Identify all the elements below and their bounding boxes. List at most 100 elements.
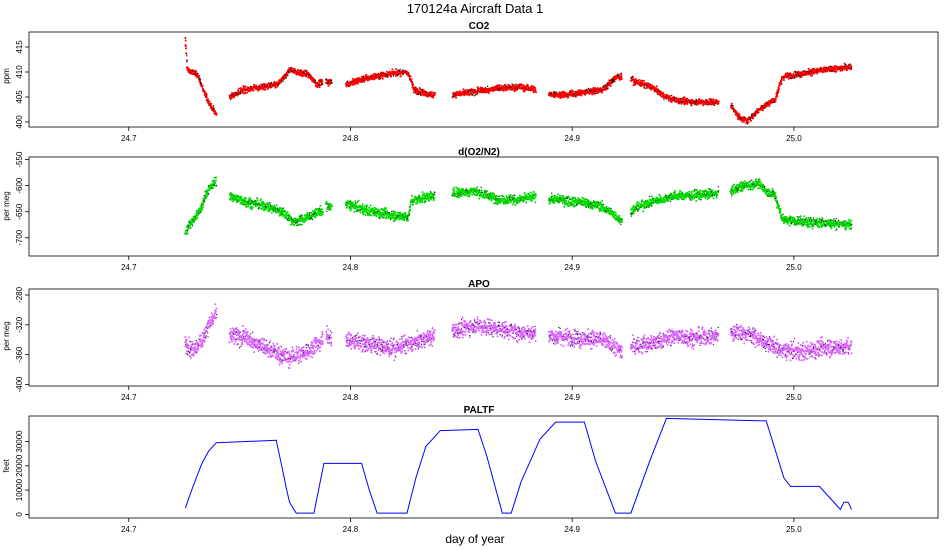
co2-data-point bbox=[365, 73, 368, 76]
o2n2-data-point bbox=[534, 194, 537, 197]
o2n2-data-point bbox=[513, 201, 516, 204]
o2n2-data-point bbox=[362, 213, 365, 216]
o2n2-data-point bbox=[284, 210, 287, 213]
co2-data-point bbox=[253, 83, 256, 86]
o2n2-data-point bbox=[311, 218, 314, 221]
o2n2-data-point bbox=[276, 204, 278, 206]
o2n2-data-point bbox=[346, 205, 349, 207]
co2-data-point bbox=[245, 91, 248, 94]
co2-data-point bbox=[431, 91, 434, 94]
o2n2-data-point bbox=[198, 213, 200, 215]
o2n2-data-point bbox=[552, 202, 555, 205]
co2-data-point bbox=[360, 75, 363, 78]
co2-data-point bbox=[185, 45, 187, 48]
co2-data-point bbox=[492, 89, 495, 92]
o2n2-data-point bbox=[319, 204, 322, 207]
co2-data-point bbox=[305, 70, 308, 73]
co2-data-point bbox=[580, 94, 583, 97]
o2n2-data-point bbox=[509, 194, 512, 196]
o2n2-data-point bbox=[212, 179, 215, 182]
o2n2-data-point bbox=[321, 213, 324, 216]
co2-data-point bbox=[782, 79, 785, 82]
o2n2-data-point bbox=[502, 195, 504, 198]
o2n2-data-point bbox=[267, 206, 270, 209]
co2-data-point bbox=[185, 52, 188, 55]
co2-data-point bbox=[208, 100, 211, 103]
co2-data-point bbox=[677, 97, 680, 100]
co2-data-point bbox=[587, 87, 590, 90]
o2n2-data-point bbox=[408, 212, 411, 215]
o2n2-data-point bbox=[295, 218, 298, 220]
o2n2-data-point bbox=[471, 193, 474, 196]
co2-data-point bbox=[264, 88, 267, 91]
o2n2-data-point bbox=[366, 206, 368, 208]
o2n2-data-point bbox=[473, 194, 476, 196]
o2n2-data-point bbox=[493, 192, 495, 195]
o2n2-data-point bbox=[433, 193, 435, 196]
o2n2-data-point bbox=[533, 196, 536, 199]
o2n2-data-point bbox=[391, 210, 393, 213]
co2-data-point bbox=[515, 83, 517, 85]
co2-data-point bbox=[242, 92, 245, 95]
co2-data-point bbox=[572, 90, 574, 93]
co2-y-tick-label: 400 bbox=[15, 115, 24, 129]
co2-data-point bbox=[757, 111, 760, 114]
co2-data-point bbox=[455, 95, 457, 97]
co2-x-tick-label: 25.0 bbox=[786, 134, 802, 143]
o2n2-data-point bbox=[293, 224, 296, 227]
o2n2-data-point bbox=[259, 204, 262, 207]
o2n2-data-point bbox=[244, 197, 247, 200]
o2n2-data-point bbox=[321, 210, 324, 213]
co2-data-point bbox=[321, 83, 324, 85]
co2-data-point bbox=[690, 101, 692, 104]
o2n2-data-point bbox=[421, 191, 424, 194]
co2-data-point bbox=[835, 70, 838, 73]
o2n2-data-point bbox=[379, 217, 381, 220]
co2-data-point bbox=[399, 75, 402, 78]
co2-data-point bbox=[794, 77, 796, 79]
co2-data-point bbox=[327, 84, 330, 87]
o2n2-data-point bbox=[509, 198, 511, 200]
co2-data-point bbox=[434, 91, 436, 94]
co2-data-point bbox=[774, 100, 777, 103]
co2-data-point bbox=[772, 101, 774, 103]
co2-data-point bbox=[267, 85, 269, 87]
o2n2-data-point bbox=[418, 194, 420, 196]
co2-data-point bbox=[397, 74, 400, 76]
o2n2-data-point bbox=[276, 207, 279, 210]
o2n2-data-point bbox=[411, 194, 414, 197]
o2n2-data-point bbox=[379, 215, 382, 218]
co2-data-point bbox=[535, 91, 537, 94]
co2-data-point bbox=[644, 87, 647, 90]
co2-data-point bbox=[387, 76, 389, 78]
co2-data-point bbox=[498, 84, 501, 87]
co2-data-point bbox=[675, 97, 678, 99]
o2n2-data-point bbox=[462, 188, 465, 191]
o2n2-data-point bbox=[412, 203, 414, 206]
co2-data-point bbox=[717, 100, 720, 103]
co2-data-point bbox=[378, 78, 381, 81]
co2-data-point bbox=[754, 114, 757, 117]
co2-data-point bbox=[406, 71, 409, 74]
o2n2-data-point bbox=[409, 206, 411, 208]
co2-data-point bbox=[427, 95, 430, 98]
co2-data-point bbox=[243, 87, 246, 90]
o2n2-data-point bbox=[523, 192, 526, 194]
o2n2-data-point bbox=[505, 195, 508, 198]
co2-data-point bbox=[618, 74, 620, 77]
co2-data-point bbox=[205, 93, 208, 96]
co2-data-point bbox=[649, 83, 652, 85]
o2n2-data-point bbox=[256, 199, 259, 202]
o2n2-data-point bbox=[361, 203, 364, 206]
co2-data-point bbox=[504, 83, 507, 86]
co2-data-point bbox=[751, 117, 754, 120]
o2n2-data-point bbox=[530, 191, 533, 194]
co2-data-point bbox=[472, 94, 474, 96]
co2-data-point bbox=[409, 75, 412, 78]
co2-data-point bbox=[476, 86, 479, 89]
o2n2-data-point bbox=[551, 195, 554, 198]
co2-data-point bbox=[462, 88, 465, 91]
o2n2-data-point bbox=[368, 206, 371, 209]
co2-data-point bbox=[712, 98, 715, 101]
